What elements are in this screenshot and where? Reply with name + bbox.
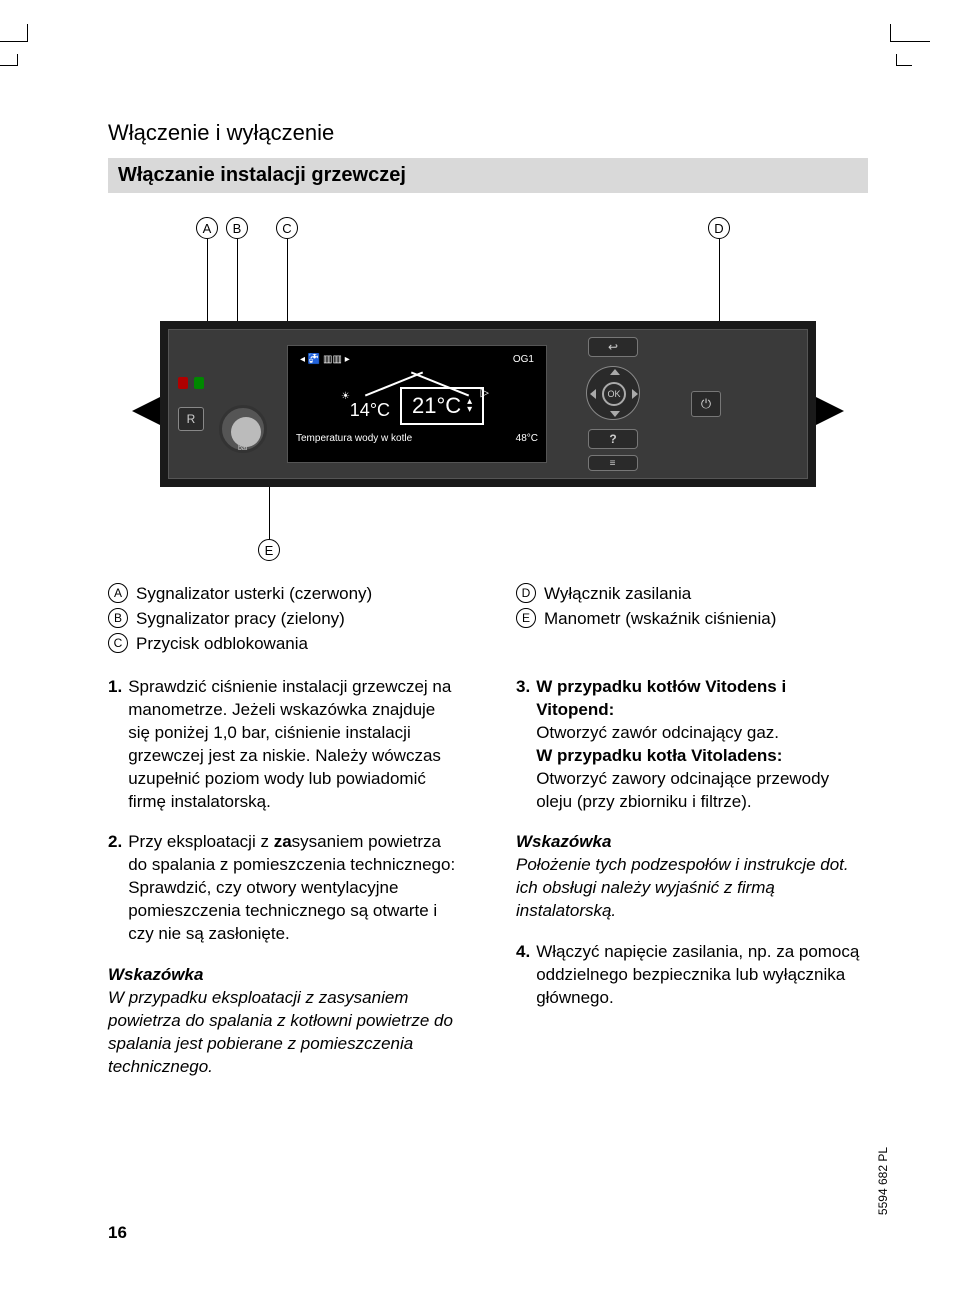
page-title: Włączenie i wyłączenie: [108, 120, 868, 146]
hint-head-right: Wskazówka: [516, 831, 868, 854]
gauge-bar-label: bar: [238, 445, 248, 452]
legend-A-text: Sygnalizator usterki (czerwony): [136, 583, 372, 606]
hint-body-right: Położenie tych podzespołów i instrukcje …: [516, 854, 868, 923]
dpad-right-icon[interactable]: [632, 389, 638, 399]
legend-B-marker: B: [108, 608, 128, 628]
dpad-left-icon[interactable]: [590, 389, 596, 399]
callout-D: D: [708, 217, 730, 239]
pressure-gauge: bar: [219, 405, 267, 453]
boiler-control-panel: R bar ◂ 🚰 ▥▥ ▸ OG1 ☀ 14°C: [160, 321, 816, 487]
outdoor-temp: 14°C: [350, 400, 390, 421]
display-screen: ◂ 🚰 ▥▥ ▸ OG1 ☀ 14°C 21°C ▴▾ ▷: [287, 345, 547, 463]
step-3-num: 3.: [516, 676, 530, 814]
dpad-down-icon[interactable]: [610, 411, 620, 417]
doc-code: 5594 682 PL: [876, 1147, 890, 1215]
control-panel-diagram: A B C D E R bar: [108, 217, 868, 577]
dpad-up-icon[interactable]: [610, 369, 620, 375]
legend-C-text: Przycisk odblokowania: [136, 633, 308, 656]
header-icons: ◂ 🚰 ▥▥ ▸: [300, 354, 350, 365]
sun-icon: ☀: [341, 391, 350, 402]
hint-head-left: Wskazówka: [108, 964, 460, 987]
screen-bottom-value: 48°C: [516, 433, 538, 444]
help-button[interactable]: ?: [588, 429, 638, 449]
callout-E: E: [258, 539, 280, 561]
menu-button[interactable]: ≡: [588, 455, 638, 471]
status-led-green: [194, 377, 204, 389]
legend-A-marker: A: [108, 583, 128, 603]
flag-icon: ▷: [481, 386, 489, 399]
updown-icon: ▴▾: [467, 398, 472, 414]
dpad[interactable]: OK: [576, 363, 650, 423]
step-1-num: 1.: [108, 676, 122, 814]
callout-A: A: [196, 217, 218, 239]
callout-C: C: [276, 217, 298, 239]
legend-E-marker: E: [516, 608, 536, 628]
reset-button[interactable]: R: [178, 407, 204, 431]
back-button[interactable]: ↩: [588, 337, 638, 357]
section-title: Włączanie instalacji grzewczej: [108, 158, 868, 193]
legend-D-marker: D: [516, 583, 536, 603]
nav-controls: ↩ OK ? ≡: [571, 337, 655, 471]
arrow-right-icon: [816, 397, 844, 425]
hint-body-left: W przypadku eksploatacji z zasysaniem po…: [108, 987, 460, 1079]
indoor-temp: 21°C: [412, 393, 461, 419]
screen-bottom-label: Temperatura wody w kotle: [296, 433, 412, 444]
page-number: 16: [108, 1223, 127, 1243]
step-2-num: 2.: [108, 831, 122, 946]
callout-B: B: [226, 217, 248, 239]
step-3-text: W przypadku kotłów Vitodens i Vitopend: …: [536, 676, 868, 814]
step-1-text: Sprawdzić ciśnienie instalacji grzewczej…: [128, 676, 460, 814]
legend-D-text: Wyłącznik zasilania: [544, 583, 691, 606]
step-2-text: Przy eksploatacji z zasysaniem powietrza…: [128, 831, 460, 946]
legend-E-text: Manometr (wskaźnik ciśnienia): [544, 608, 776, 631]
ok-button[interactable]: OK: [602, 382, 626, 406]
legend-B-text: Sygnalizator pracy (zielony): [136, 608, 345, 631]
arrow-left-icon: [132, 397, 160, 425]
indoor-temp-box[interactable]: 21°C ▴▾: [400, 387, 484, 425]
power-button[interactable]: ⏻: [691, 391, 721, 417]
fault-led-red: [178, 377, 188, 389]
step-4-text: Włączyć napięcie zasilania, np. za pomoc…: [536, 941, 868, 1010]
step-4-num: 4.: [516, 941, 530, 1010]
legend-C-marker: C: [108, 633, 128, 653]
header-og-label: OG1: [513, 354, 534, 365]
